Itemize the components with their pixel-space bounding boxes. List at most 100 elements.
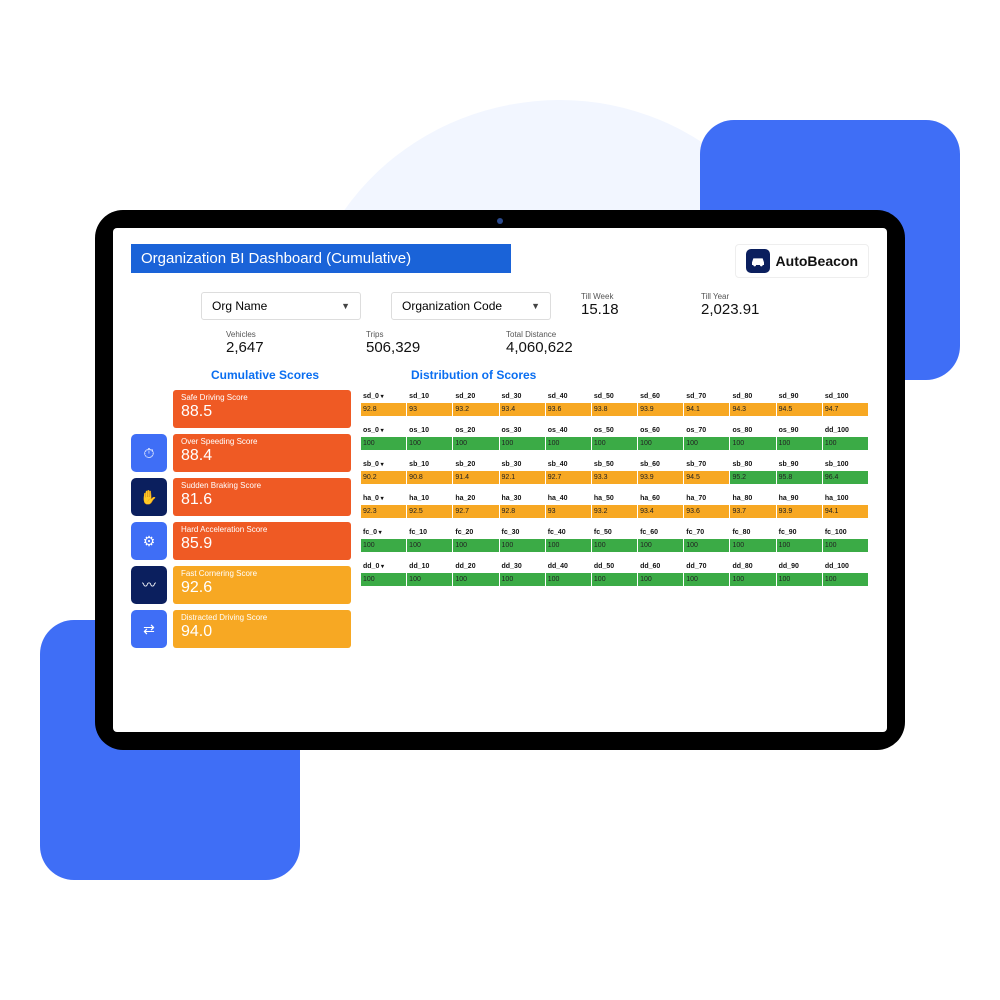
distribution-value-cell: 94.1 (684, 403, 730, 416)
distribution-header-cell[interactable]: dd_40 (546, 560, 592, 573)
distribution-header-cell[interactable]: fc_20 (453, 526, 499, 539)
distribution-header-cell[interactable]: ha_30 (500, 492, 546, 505)
distribution-header-cell[interactable]: fc_10 (407, 526, 453, 539)
trips-value: 506,329 (366, 339, 456, 356)
distribution-header-cell[interactable]: sd_30 (500, 390, 546, 403)
distribution-header-cell[interactable]: dd_20 (453, 560, 499, 573)
distribution-header-cell[interactable]: sd_20 (453, 390, 499, 403)
distribution-header-cell[interactable]: sd_40 (546, 390, 592, 403)
distribution-header-cell[interactable]: os_40 (546, 424, 592, 437)
distribution-header-cell[interactable]: fc_50 (592, 526, 638, 539)
distribution-header-cell[interactable]: fc_90 (777, 526, 823, 539)
distribution-header-cell[interactable]: os_0 (361, 424, 407, 437)
distribution-value-cell: 92.7 (546, 471, 592, 484)
distribution-header-cell[interactable]: fc_80 (730, 526, 776, 539)
distribution-header-cell[interactable]: sd_70 (684, 390, 730, 403)
distribution-header-cell[interactable]: ha_70 (684, 492, 730, 505)
distribution-value-cell: 93.4 (638, 505, 684, 518)
distribution-header-cell[interactable]: ha_80 (730, 492, 776, 505)
distribution-header-cell[interactable]: sb_60 (638, 458, 684, 471)
fc-icon[interactable]: 〰 (131, 566, 167, 604)
os-icon[interactable]: ⏱ (131, 434, 167, 472)
sb-icon[interactable]: ✋ (131, 478, 167, 516)
distribution-header-cell[interactable]: ha_60 (638, 492, 684, 505)
distribution-header-cell[interactable]: sb_80 (730, 458, 776, 471)
till-week-label: Till Week (581, 292, 671, 301)
distribution-header-cell[interactable]: dd_100 (823, 424, 869, 437)
distribution-header-cell[interactable]: ha_20 (453, 492, 499, 505)
distribution-header-cell[interactable]: dd_50 (592, 560, 638, 573)
distribution-header-cell[interactable]: sb_70 (684, 458, 730, 471)
distribution-header-cell[interactable]: ha_90 (777, 492, 823, 505)
distribution-value-cell: 100 (407, 573, 453, 586)
distribution-header-cell[interactable]: dd_0 (361, 560, 407, 573)
sb-distribution-table: sb_0sb_10sb_20sb_30sb_40sb_50sb_60sb_70s… (361, 458, 869, 484)
distribution-header-cell[interactable]: sd_0 (361, 390, 407, 403)
distribution-value-cell: 93.8 (592, 403, 638, 416)
distribution-value-cell: 93.4 (500, 403, 546, 416)
distribution-header-cell[interactable]: sb_10 (407, 458, 453, 471)
distribution-value-cell: 92.5 (407, 505, 453, 518)
distribution-header-cell[interactable]: fc_40 (546, 526, 592, 539)
distribution-header-cell[interactable]: ha_0 (361, 492, 407, 505)
distribution-header-cell[interactable]: fc_0 (361, 526, 407, 539)
distribution-header-cell[interactable]: fc_70 (684, 526, 730, 539)
distribution-header-cell[interactable]: sb_100 (823, 458, 869, 471)
distribution-header-cell[interactable]: os_80 (730, 424, 776, 437)
distribution-header-cell[interactable]: sb_40 (546, 458, 592, 471)
distribution-header-cell[interactable]: sd_90 (777, 390, 823, 403)
distribution-header-cell[interactable]: dd_100 (823, 560, 869, 573)
distribution-header-cell[interactable]: os_20 (453, 424, 499, 437)
distribution-header-cell[interactable]: os_90 (777, 424, 823, 437)
distribution-header-cell[interactable]: fc_30 (500, 526, 546, 539)
distribution-header-cell[interactable]: sd_100 (823, 390, 869, 403)
org-name-dropdown[interactable]: Org Name ▼ (201, 292, 361, 320)
org-code-dropdown[interactable]: Organization Code ▼ (391, 292, 551, 320)
distribution-header-cell[interactable]: dd_30 (500, 560, 546, 573)
sd-distribution-table: sd_0sd_10sd_20sd_30sd_40sd_50sd_60sd_70s… (361, 390, 869, 416)
distribution-value-cell: 94.5 (777, 403, 823, 416)
distribution-header-cell[interactable]: sb_30 (500, 458, 546, 471)
distribution-values-row: 92.392.592.792.89393.293.493.693.793.994… (361, 505, 869, 518)
distribution-header-cell[interactable]: ha_10 (407, 492, 453, 505)
distribution-header-cell[interactable]: dd_80 (730, 560, 776, 573)
tablet-frame: Organization BI Dashboard (Cumulative) A… (95, 210, 905, 750)
distribution-header-cell[interactable]: sb_50 (592, 458, 638, 471)
distribution-header-cell[interactable]: sb_90 (777, 458, 823, 471)
distribution-header-row: os_0os_10os_20os_30os_40os_50os_60os_70o… (361, 424, 869, 437)
distribution-header-cell[interactable]: fc_100 (823, 526, 869, 539)
distribution-header-cell[interactable]: sd_60 (638, 390, 684, 403)
distribution-header-cell[interactable]: dd_10 (407, 560, 453, 573)
main-grid: Safe Driving Score88.5⏱Over Speeding Sco… (131, 390, 869, 648)
distribution-header-cell[interactable]: dd_60 (638, 560, 684, 573)
fc-score-value: 92.6 (181, 579, 343, 597)
vehicles-label: Vehicles (226, 330, 316, 339)
ha-distribution-table: ha_0ha_10ha_20ha_30ha_40ha_50ha_60ha_70h… (361, 492, 869, 518)
distribution-header-cell[interactable]: sd_80 (730, 390, 776, 403)
distribution-value-cell: 100 (730, 573, 776, 586)
distribution-header-cell[interactable]: ha_40 (546, 492, 592, 505)
distribution-header-cell[interactable]: os_70 (684, 424, 730, 437)
ha-score-card: Hard Acceleration Score85.9 (173, 522, 351, 560)
org-name-label: Org Name (212, 299, 267, 313)
distribution-value-cell: 100 (361, 573, 407, 586)
distribution-header-cell[interactable]: dd_90 (777, 560, 823, 573)
distribution-value-cell: 100 (777, 437, 823, 450)
vehicles-stat: Vehicles 2,647 (226, 330, 316, 356)
distribution-header-cell[interactable]: sd_10 (407, 390, 453, 403)
score-row: 〰Fast Cornering Score92.6 (131, 566, 351, 604)
distribution-header-cell[interactable]: os_10 (407, 424, 453, 437)
dd-icon[interactable]: ⇄ (131, 610, 167, 648)
distribution-header-cell[interactable]: sd_50 (592, 390, 638, 403)
section-headers: Cumulative Scores Distribution of Scores (131, 368, 869, 382)
distribution-header-cell[interactable]: ha_50 (592, 492, 638, 505)
distribution-header-cell[interactable]: os_60 (638, 424, 684, 437)
ha-icon[interactable]: ⚙ (131, 522, 167, 560)
distribution-header-cell[interactable]: fc_60 (638, 526, 684, 539)
distribution-header-cell[interactable]: dd_70 (684, 560, 730, 573)
distribution-header-cell[interactable]: os_50 (592, 424, 638, 437)
distribution-header-cell[interactable]: sb_20 (453, 458, 499, 471)
distribution-header-cell[interactable]: sb_0 (361, 458, 407, 471)
distribution-header-cell[interactable]: ha_100 (823, 492, 869, 505)
distribution-header-cell[interactable]: os_30 (500, 424, 546, 437)
